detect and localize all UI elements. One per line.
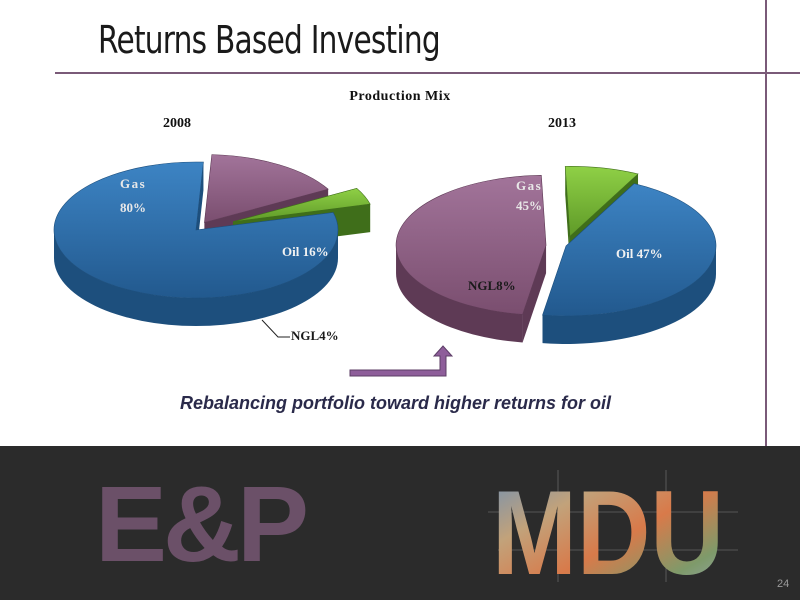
pie-2013-oil-label: Oil 47% — [616, 246, 663, 261]
pie-2013-gas-side — [542, 246, 716, 344]
caption-text: Rebalancing portfolio toward higher retu… — [180, 393, 612, 413]
pie-charts: Gas 80% Oil 16% NGL4% Gas 45% Oil 47% NGL8% — [53, 154, 717, 377]
page-number: 24 — [777, 578, 790, 590]
pie-2013-gas-slice — [542, 183, 717, 317]
pie-2013-oil-side — [396, 245, 523, 343]
title-divider — [55, 72, 800, 74]
pie-2013-oil-slice — [395, 175, 547, 315]
mdu-logo-text: MDU — [492, 470, 724, 585]
year-label-2008: 2008 — [163, 116, 191, 131]
right-border-line — [765, 0, 767, 600]
pie-2008-ngl-label: NGL4% — [291, 328, 339, 343]
slide-title: Returns Based Investing — [98, 18, 441, 62]
ngl-2008-leader-line — [261, 319, 290, 338]
chart-title: Production Mix — [349, 89, 451, 104]
pie-2008-gas-slice — [53, 161, 339, 299]
footer-band — [0, 446, 800, 600]
mdu-logo: MDU — [488, 470, 738, 585]
pie-2008-oil-label: Oil 16% — [282, 244, 329, 259]
pie-2013-oil-cut-0 — [522, 245, 547, 343]
rebalance-arrow — [349, 345, 454, 377]
pie-2008-ngl-slice — [232, 187, 371, 222]
pie-2008-oil-slice — [204, 154, 329, 223]
pie-2008-gas-side — [54, 230, 338, 326]
pie-2013-ngl-label: NGL8% — [468, 278, 516, 293]
pie-2013-ngl-slice — [564, 166, 639, 237]
pie-2013-ngl-cut-0 — [565, 166, 570, 265]
pie-2008-gas-label: Gas 80% — [120, 176, 146, 215]
pie-2013-gas-label: Gas 45% — [516, 178, 542, 213]
year-label-2013: 2013 — [548, 116, 576, 131]
ep-logo: E&P — [95, 463, 309, 584]
